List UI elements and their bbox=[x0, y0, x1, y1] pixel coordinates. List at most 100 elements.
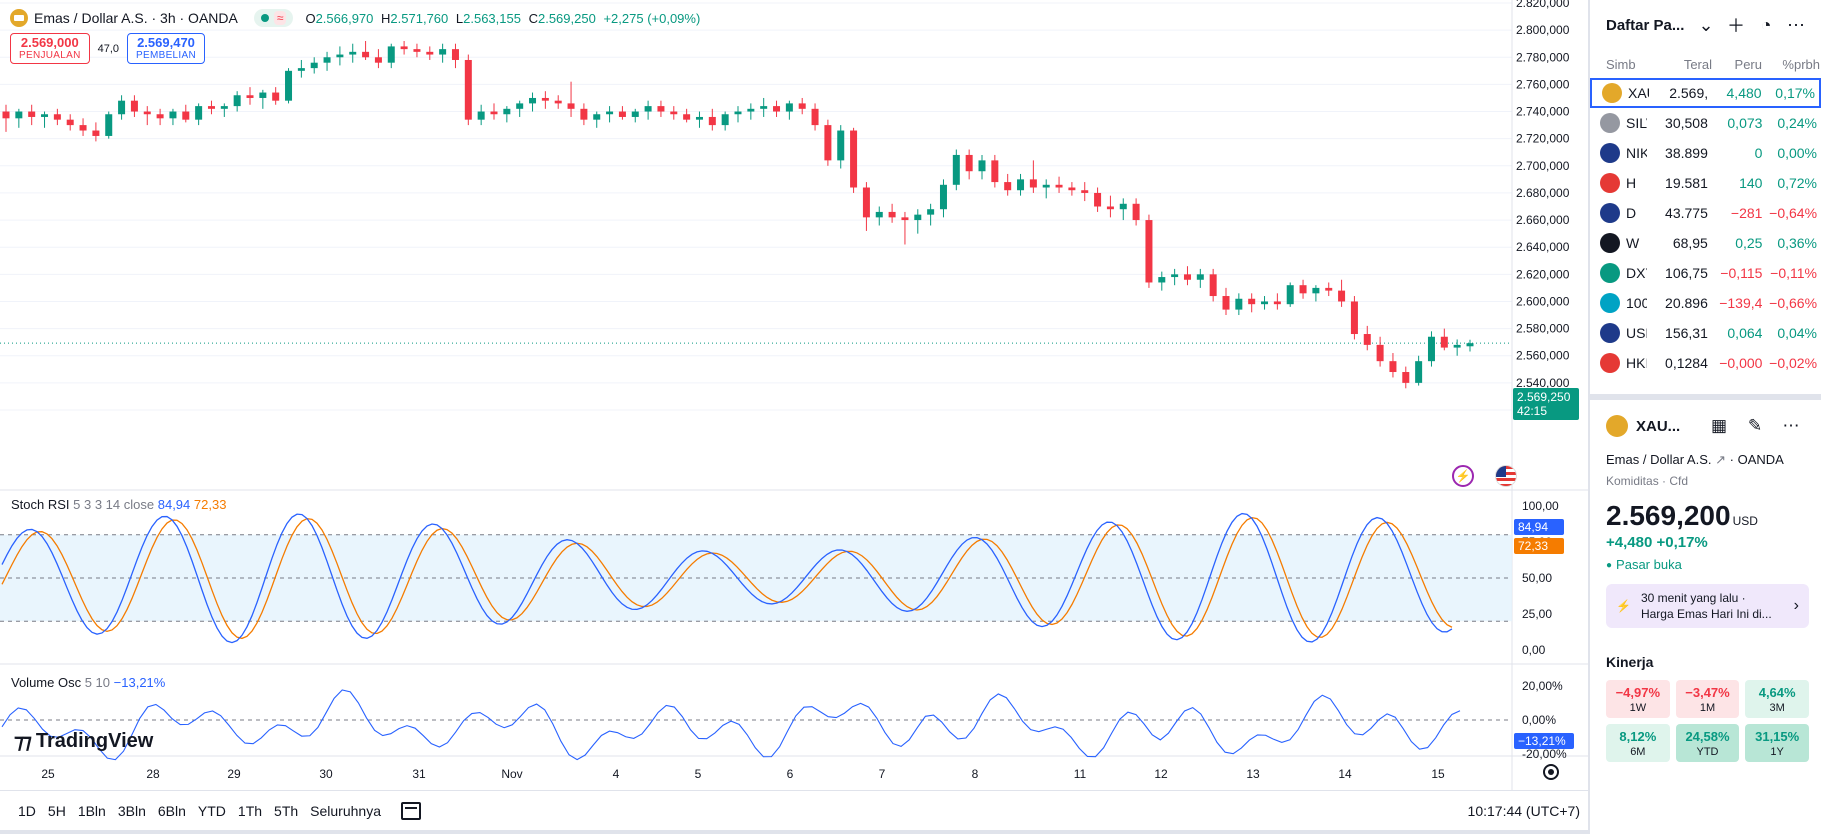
range-3m[interactable]: 3Bln bbox=[117, 802, 146, 819]
more-icon[interactable]: ⋯ bbox=[1782, 416, 1800, 435]
candle-body bbox=[760, 106, 768, 109]
watchlist-row[interactable]: W 68,95 0,25 0,36% bbox=[1590, 228, 1821, 258]
oil-drop-icon bbox=[1600, 233, 1620, 253]
candle-body bbox=[798, 103, 806, 109]
bottom-toolbar: 1D 5H 1Bln 3Bln 6Bln YTD 1Th 5Th Seluruh… bbox=[0, 790, 1588, 830]
stoch-rsi-legend[interactable]: Stoch RSI 5 3 3 14 close 84,94 72,33 bbox=[11, 497, 226, 512]
row-last: 68,95 bbox=[1672, 235, 1708, 251]
calendar-icon[interactable] bbox=[400, 801, 421, 820]
low-label: L bbox=[455, 10, 464, 26]
candle-body bbox=[426, 51, 434, 55]
watchlist-row[interactable]: XAU 2.569, 4,480 0,17% bbox=[1590, 78, 1821, 108]
candle-body bbox=[323, 57, 331, 63]
candle-body bbox=[1440, 336, 1448, 348]
perf-period: YTD bbox=[1696, 746, 1719, 759]
performance-cell[interactable]: −4,97% 1W bbox=[1606, 680, 1670, 719]
candle-body bbox=[657, 106, 665, 112]
volosc-params: 5 10 bbox=[84, 675, 111, 690]
axis-settings-icon[interactable] bbox=[1543, 764, 1559, 780]
col-change-pct[interactable]: %prbh bbox=[1782, 56, 1820, 72]
candle-body bbox=[1029, 179, 1037, 188]
buy-button[interactable]: 2.569,470 PEMBELIAN bbox=[127, 33, 205, 65]
details-name[interactable]: Emas / Dollar A.S. bbox=[1606, 452, 1712, 467]
chart-canvas[interactable]: 2.820,000 2.800,000 2.780,000 2.760,000 2.74… bbox=[0, 0, 1588, 790]
watchlist-row[interactable]: DXY 106,75 −0,115 −0,11% bbox=[1590, 258, 1821, 288]
performance-cell[interactable]: −3,47% 1M bbox=[1675, 680, 1740, 719]
symbol-title[interactable]: Emas / Dollar A.S. · 3h · OANDA bbox=[34, 10, 238, 26]
more-icon[interactable]: ⋯ bbox=[1787, 14, 1805, 35]
performance-cell[interactable]: 24,58% YTD bbox=[1675, 724, 1740, 763]
news-item[interactable]: ⚡ 30 menit yang lalu · Harga Emas Hari In… bbox=[1606, 584, 1809, 629]
buy-price: 2.569,470 bbox=[137, 35, 195, 50]
candle-body bbox=[850, 130, 858, 188]
watchlist-row[interactable]: 100 20.896 −139,4 −0,66% bbox=[1590, 288, 1821, 318]
watchlist-row[interactable]: USD 156,31 0,064 0,04% bbox=[1590, 318, 1821, 348]
volume-osc-legend[interactable]: Volume Osc 5 10 −13,21% bbox=[11, 675, 165, 690]
external-link-icon[interactable]: ↗ bbox=[1715, 452, 1727, 467]
volosc-value: −13,21% bbox=[113, 675, 166, 690]
range-1m[interactable]: 1Bln bbox=[77, 802, 106, 819]
stoch-k-tag: 84,94 bbox=[1514, 519, 1564, 535]
candle-body bbox=[1119, 203, 1127, 210]
row-change-pct: −0,11% bbox=[1770, 265, 1818, 281]
range-1d[interactable]: 1D bbox=[18, 802, 36, 819]
watchlist-row[interactable]: SILV 30,508 0,073 0,24% bbox=[1590, 108, 1821, 138]
candle-body bbox=[246, 95, 254, 98]
candle-body bbox=[1338, 290, 1346, 302]
chart-area[interactable]: 2.820,000 2.800,000 2.780,000 2.760,000 2.74… bbox=[0, 0, 1588, 790]
candle-body bbox=[1042, 184, 1050, 188]
candle-body bbox=[1261, 301, 1269, 305]
tradingview-logo[interactable]: ⁊⁊ TradingView bbox=[14, 729, 153, 754]
stoch-d-value: 72,33 bbox=[193, 497, 227, 512]
candle-body bbox=[1427, 336, 1435, 362]
range-5d[interactable]: 5H bbox=[47, 802, 66, 819]
candle-body bbox=[1094, 192, 1102, 207]
perf-value: −3,47% bbox=[1685, 685, 1730, 701]
news-headline: Harga Emas Hari Ini di... bbox=[1640, 607, 1772, 622]
row-change: 140 bbox=[1739, 175, 1763, 191]
hang-seng-icon bbox=[1600, 173, 1620, 193]
row-symbol: SILV bbox=[1626, 115, 1647, 131]
grid-icon[interactable]: ▦ bbox=[1710, 416, 1728, 435]
row-symbol: USD bbox=[1626, 325, 1647, 341]
candle-body bbox=[901, 217, 909, 221]
col-symbol[interactable]: Simb bbox=[1606, 56, 1636, 72]
chevron-down-icon[interactable]: ⌄ bbox=[1698, 14, 1714, 35]
sell-button[interactable]: 2.569,000 PENJUALAN bbox=[10, 33, 90, 65]
range-all[interactable]: Seluruhnya bbox=[310, 802, 381, 819]
range-1y[interactable]: 1Th bbox=[237, 802, 263, 819]
col-last[interactable]: Teral bbox=[1683, 56, 1712, 72]
add-icon[interactable]: ＋ bbox=[1727, 16, 1745, 36]
watchlist-row[interactable]: D 43.775 −281 −0,64% bbox=[1590, 198, 1821, 228]
col-change[interactable]: Peru bbox=[1734, 56, 1762, 72]
clock[interactable]: 10:17:44 (UTC+7) bbox=[1467, 802, 1580, 819]
performance-grid: −4,97% 1W −3,47% 1M 4,64% 3M 8,12% 6M 24,58% YTD 3… bbox=[1606, 680, 1809, 763]
details-symbol[interactable]: XAU... bbox=[1636, 417, 1681, 435]
candle-body bbox=[464, 59, 472, 120]
watchlist-row[interactable]: HKI 0,1284 −0,000 −0,02% bbox=[1590, 348, 1821, 378]
watchlist-row[interactable]: H 19.581 140 0,72% bbox=[1590, 168, 1821, 198]
perf-value: 31,15% bbox=[1755, 729, 1800, 745]
performance-cell[interactable]: 8,12% 6M bbox=[1606, 724, 1670, 763]
us-flag-icon[interactable] bbox=[1495, 465, 1517, 487]
performance-cell[interactable]: 31,15% 1Y bbox=[1745, 724, 1809, 763]
details-currency: USD bbox=[1732, 514, 1758, 528]
candle-body bbox=[1209, 274, 1217, 297]
pie-chart-icon[interactable]: ◔ bbox=[1760, 14, 1772, 35]
price-tick-label: 2.820,000 bbox=[1516, 0, 1570, 10]
candle-body bbox=[1081, 190, 1089, 193]
watchlist-row[interactable]: NIK 38.899 0 0,00% bbox=[1590, 138, 1821, 168]
news-time: 30 menit yang lalu · bbox=[1640, 591, 1746, 605]
candle-body bbox=[1068, 187, 1076, 191]
candle-body bbox=[606, 111, 614, 115]
lightning-icon[interactable]: ⚡ bbox=[1452, 465, 1474, 487]
edit-icon[interactable]: ✎ bbox=[1747, 416, 1763, 435]
range-5y[interactable]: 5Th bbox=[274, 802, 299, 819]
range-6m[interactable]: 6Bln bbox=[157, 802, 186, 819]
market-status-pill[interactable]: ≈ bbox=[253, 9, 294, 27]
watchlist-title[interactable]: Daftar Pa... bbox=[1606, 16, 1685, 34]
performance-cell[interactable]: 4,64% 3M bbox=[1745, 680, 1809, 719]
row-symbol: H bbox=[1626, 175, 1637, 191]
range-ytd[interactable]: YTD bbox=[197, 802, 226, 819]
time-tick-label: 5 bbox=[695, 767, 702, 781]
